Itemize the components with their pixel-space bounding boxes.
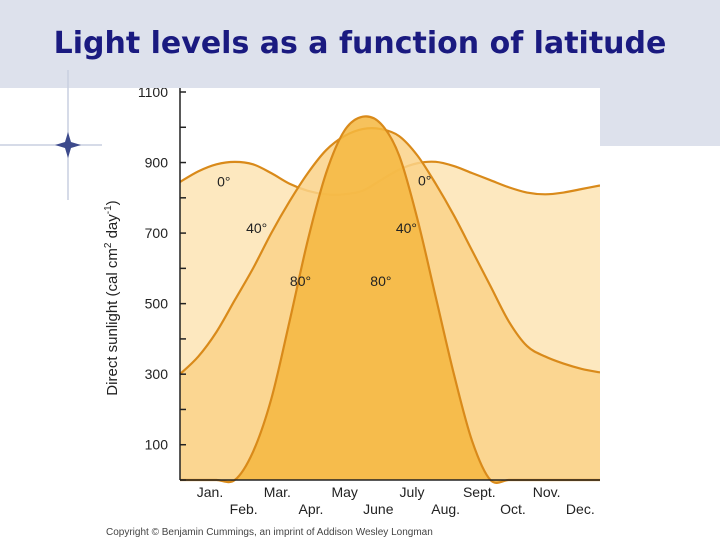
y-tick-label: 1100 [138, 88, 168, 100]
x-month-label: Sept. [463, 484, 496, 500]
series-label: 0° [418, 172, 431, 188]
x-month-label: Nov. [533, 484, 561, 500]
series-labels: 0° 0° 40° 40° 80° 80° [217, 172, 431, 289]
x-month-label: Dec. [566, 501, 595, 517]
y-tick-label: 100 [145, 437, 169, 453]
x-month-label: Oct. [500, 501, 526, 517]
y-axis-label: Direct sunlight (cal cm2 day-1) [103, 200, 121, 395]
series-label: 40° [246, 220, 267, 236]
series-label: 40° [396, 220, 417, 236]
y-axis-label-base: Direct sunlight (cal cm [104, 248, 121, 396]
y-axis-label-end: ) [104, 200, 121, 205]
y-tick-label: 300 [145, 366, 169, 382]
slide-left-band [0, 88, 102, 540]
x-month-label: Jan. [197, 484, 223, 500]
series-area-2 [180, 116, 600, 483]
slide-accent-band [0, 0, 720, 88]
series-label: 80° [290, 273, 311, 289]
sunlight-chart: 100 300 500 700 900 1100 0° 0° 40° 40° 80° 80° Jan… [103, 88, 600, 517]
y-axis-label-sup2: -1 [103, 205, 114, 214]
x-month-label: Feb. [230, 501, 258, 517]
y-tick-label: 700 [145, 225, 169, 241]
y-axis-label-sup1: 2 [103, 242, 114, 248]
copyright-notice: Copyright © Benjamin Cummings, an imprin… [106, 527, 433, 538]
chart-figure: 100 300 500 700 900 1100 0° 0° 40° 40° 80° 80° Jan… [102, 88, 600, 540]
sparkle-star-icon [55, 132, 81, 158]
x-month-label: June [363, 501, 394, 517]
y-tick-label: 900 [145, 155, 169, 171]
x-month-label: May [331, 484, 357, 500]
x-month-label: July [400, 484, 425, 500]
y-axis-label-mid: day [104, 214, 121, 243]
x-month-label: Apr. [299, 501, 324, 517]
x-axis-labels: Jan. Mar. May July Sept. Nov. Feb. Apr. June Aug.… [197, 484, 595, 517]
y-tick-label: 500 [145, 296, 169, 312]
series-label: 0° [217, 173, 230, 189]
slide-title: Light levels as a function of latitude [53, 26, 667, 61]
series-line-1 [179, 127, 600, 375]
chart-areas [179, 115, 600, 484]
y-axis: 100 300 500 700 900 1100 [138, 88, 600, 481]
x-month-label: Mar. [264, 484, 291, 500]
series-label: 80° [370, 273, 391, 289]
x-month-label: Aug. [431, 501, 460, 517]
slide-right-band [600, 88, 720, 146]
